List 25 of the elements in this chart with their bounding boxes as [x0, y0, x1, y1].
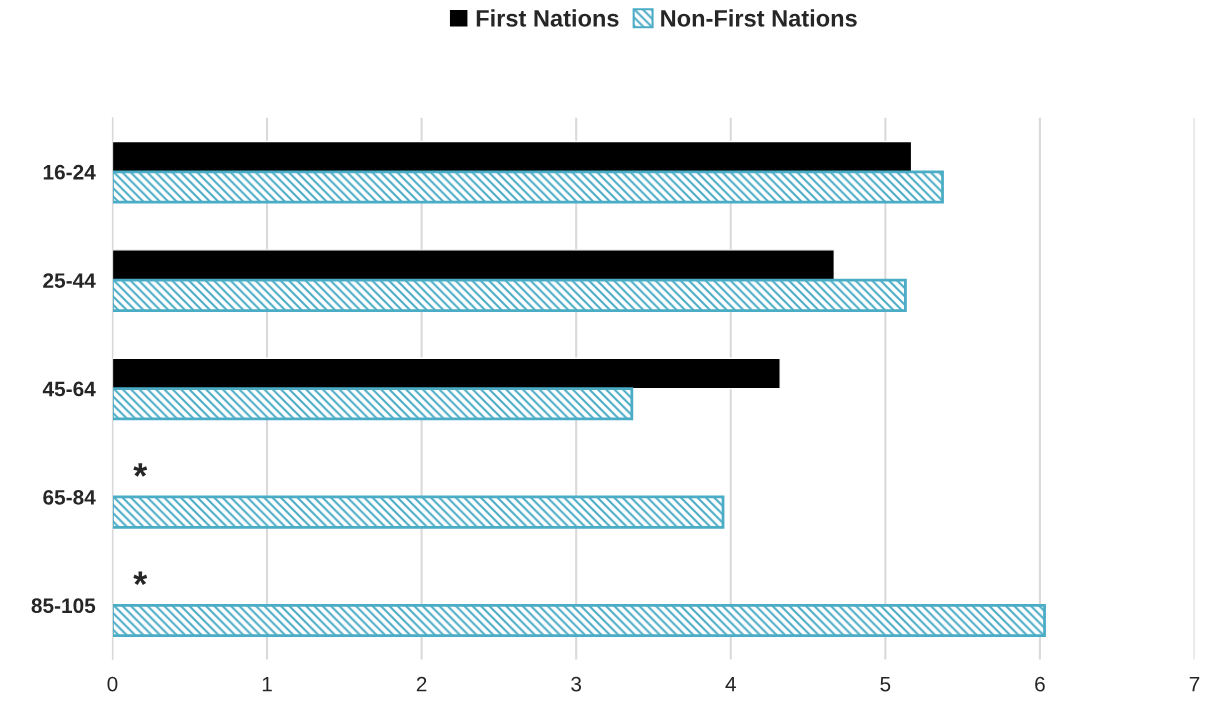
- bar: [112, 140, 913, 173]
- annotation: *: [133, 571, 148, 586]
- annotation: *: [133, 463, 148, 477]
- bar: [112, 249, 836, 281]
- y-tick-label: 85-105: [31, 598, 96, 614]
- bar: [112, 170, 944, 204]
- bar: [112, 278, 907, 312]
- y-tick-label: 45-64: [42, 381, 96, 397]
- y-tick-label: 25-44: [43, 273, 96, 288]
- y-tick-label: 65-84: [43, 489, 96, 505]
- x-tick-label: 5: [880, 676, 891, 692]
- x-tick-label: 7: [1189, 676, 1200, 692]
- x-tick-label: 0: [107, 676, 118, 692]
- bar: [112, 495, 725, 529]
- bar: [112, 357, 781, 390]
- bar: [112, 387, 634, 421]
- legend-label: First Nations: [476, 9, 619, 27]
- x-tick-label: 6: [1035, 676, 1045, 692]
- x-tick-label: 4: [725, 676, 736, 692]
- legend-label: Non-First Nations: [661, 9, 857, 27]
- x-tick-label: 1: [262, 676, 272, 692]
- y-tick-label: 16-24: [43, 164, 96, 180]
- x-tick-label: 3: [571, 676, 582, 692]
- bar: [112, 603, 1046, 638]
- x-tick-label: 2: [416, 676, 427, 692]
